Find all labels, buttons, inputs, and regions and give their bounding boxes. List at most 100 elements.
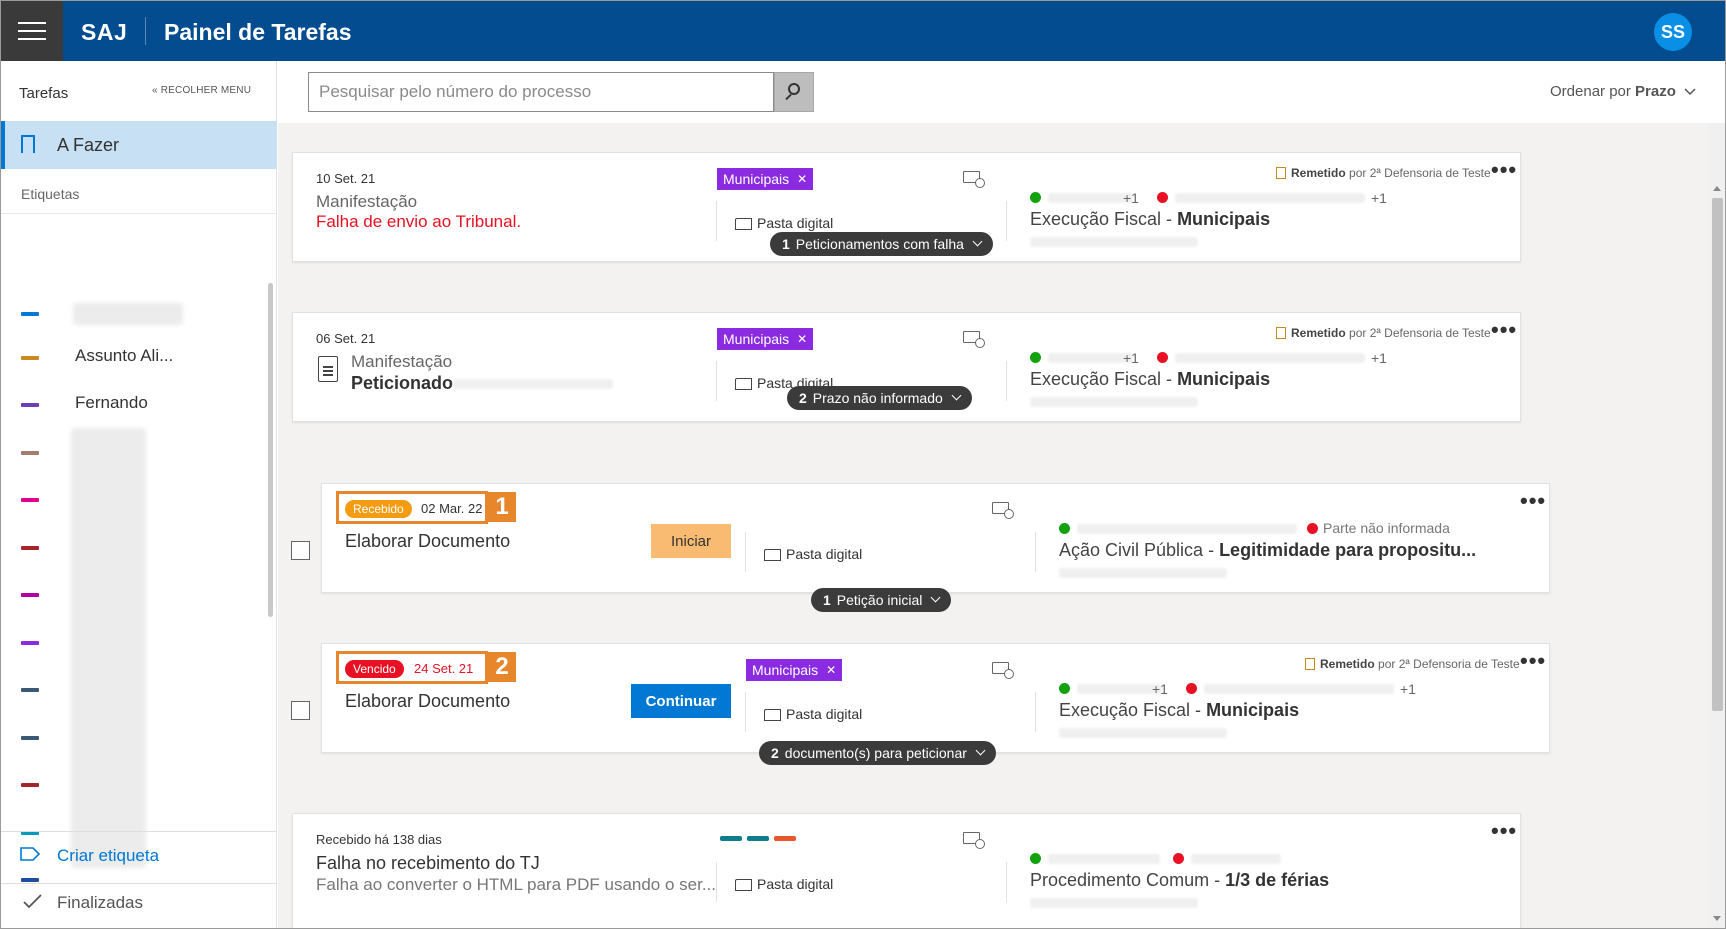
passive-party-icon bbox=[1186, 683, 1197, 694]
more-parties-count[interactable]: +1 bbox=[1371, 190, 1387, 206]
scroll-thumb[interactable] bbox=[1712, 198, 1723, 711]
tag-color-swatch bbox=[21, 356, 39, 360]
divider bbox=[716, 361, 717, 401]
tag-color-swatch bbox=[21, 641, 39, 645]
hamburger-menu-icon[interactable] bbox=[1, 1, 63, 61]
select-task-checkbox[interactable] bbox=[291, 541, 310, 560]
remove-tag-icon[interactable]: ✕ bbox=[826, 663, 837, 677]
finished-label: Finalizadas bbox=[57, 893, 143, 912]
folder-label: Pasta digital bbox=[786, 706, 863, 722]
remove-tag-icon[interactable]: ✕ bbox=[797, 332, 808, 346]
task-card[interactable]: 2 Vencido 24 Set. 21 Elaborar Documento … bbox=[321, 643, 1550, 753]
task-title: Elaborar Documento bbox=[345, 531, 511, 551]
divider bbox=[745, 692, 746, 732]
redacted-process-number bbox=[1059, 568, 1227, 578]
select-task-checkbox[interactable] bbox=[291, 701, 310, 720]
active-party-icon bbox=[1030, 192, 1041, 203]
process-subject: Municipais bbox=[1177, 369, 1271, 389]
start-button[interactable]: Iniciar bbox=[651, 524, 731, 558]
chip-label: Prazo não informado bbox=[812, 390, 943, 406]
sort-value: Prazo bbox=[1635, 83, 1676, 100]
document-forward-icon bbox=[1305, 658, 1315, 670]
tag-pill[interactable]: Municipais ✕ bbox=[746, 659, 843, 681]
divider bbox=[745, 532, 746, 572]
more-options-icon[interactable]: ••• bbox=[1520, 648, 1547, 673]
search-button[interactable] bbox=[774, 72, 814, 112]
more-parties-count[interactable]: +1 bbox=[1400, 681, 1416, 697]
sidebar-item-a-fazer[interactable]: A Fazer bbox=[1, 121, 277, 169]
status-badge: Recebido bbox=[345, 500, 412, 518]
digital-folder-link[interactable]: Pasta digital bbox=[735, 215, 833, 231]
divider bbox=[1006, 201, 1007, 241]
folder-icon bbox=[764, 549, 781, 561]
sidebar-item-label: A Fazer bbox=[57, 135, 120, 155]
more-options-icon[interactable]: ••• bbox=[1491, 818, 1518, 843]
more-parties-count[interactable]: +1 bbox=[1371, 350, 1387, 366]
more-options-icon[interactable]: ••• bbox=[1491, 157, 1518, 182]
more-parties-count[interactable]: +1 bbox=[1123, 350, 1139, 366]
tag-pill[interactable]: Municipais ✕ bbox=[717, 328, 814, 350]
tag-color-swatch bbox=[21, 878, 39, 882]
tag-color-swatch bbox=[21, 688, 39, 692]
redacted-info bbox=[453, 379, 613, 389]
add-tag-icon[interactable] bbox=[963, 832, 985, 849]
tag-pill[interactable]: Municipais ✕ bbox=[717, 168, 814, 190]
divider bbox=[1006, 361, 1007, 401]
step-marker: 1 bbox=[488, 492, 516, 522]
task-card[interactable]: Recebido há 138 dias Falha no recebiment… bbox=[292, 813, 1521, 928]
sender-strong: Remetido bbox=[1320, 657, 1375, 671]
redacted-tag-name bbox=[73, 303, 183, 325]
main-scrollbar[interactable] bbox=[1708, 123, 1725, 928]
tag-color-swatch bbox=[21, 546, 39, 550]
sender-info: Remetido por 2ª Defensoria de Teste bbox=[1305, 656, 1520, 671]
redacted-party bbox=[1048, 854, 1160, 864]
tag-list: Assunto Ali... Fernando bbox=[1, 226, 267, 886]
chevron-down-icon bbox=[951, 390, 962, 400]
more-parties-count[interactable]: +1 bbox=[1123, 190, 1139, 206]
tag-pill-label: Municipais bbox=[752, 662, 819, 678]
status-chip[interactable]: 1 Peticionamentos com falha bbox=[770, 232, 993, 256]
task-card[interactable]: 1 Recebido 02 Mar. 22 Elaborar Documento… bbox=[321, 483, 1550, 593]
task-status: Peticionado bbox=[351, 373, 454, 393]
digital-folder-link[interactable]: Pasta digital bbox=[764, 546, 862, 562]
digital-folder-link[interactable]: Pasta digital bbox=[735, 876, 833, 892]
continue-button[interactable]: Continuar bbox=[631, 684, 731, 718]
check-icon bbox=[23, 894, 42, 909]
sidebar-heading: Tarefas bbox=[19, 85, 69, 102]
highlight-box bbox=[336, 651, 488, 684]
remove-tag-icon[interactable]: ✕ bbox=[797, 172, 808, 186]
add-tag-icon[interactable] bbox=[963, 331, 985, 348]
more-parties-count[interactable]: +1 bbox=[1152, 681, 1168, 697]
status-chip[interactable]: 2 Prazo não informado bbox=[787, 386, 972, 410]
tag-item-label[interactable]: Fernando bbox=[75, 393, 148, 412]
add-tag-icon[interactable] bbox=[992, 662, 1014, 679]
sort-prefix: Ordenar por bbox=[1550, 83, 1636, 100]
divider bbox=[1, 213, 277, 214]
brand-logo[interactable]: SAJ bbox=[81, 19, 128, 45]
collapse-menu-button[interactable]: « RECOLHER MENU bbox=[152, 85, 252, 96]
redacted-process-number bbox=[1030, 898, 1198, 908]
status-chip[interactable]: 1 Petição inicial bbox=[811, 588, 952, 612]
divider bbox=[716, 862, 717, 902]
scroll-up-arrow[interactable] bbox=[1713, 186, 1721, 191]
task-date: 06 Set. 21 bbox=[316, 331, 376, 346]
redacted-party bbox=[1077, 684, 1162, 694]
sidebar-scrollbar[interactable] bbox=[268, 283, 273, 617]
task-title: Falha no recebimento do TJ bbox=[316, 853, 540, 873]
sort-dropdown[interactable]: Ordenar por Prazo bbox=[1550, 83, 1696, 100]
more-options-icon[interactable]: ••• bbox=[1520, 488, 1547, 513]
scroll-down-arrow[interactable] bbox=[1713, 916, 1721, 921]
tag-item-label[interactable]: Assunto Ali... bbox=[75, 346, 174, 365]
user-avatar[interactable]: SS bbox=[1654, 13, 1692, 51]
add-tag-icon[interactable] bbox=[963, 171, 985, 188]
status-chip[interactable]: 2 documento(s) para peticionar bbox=[759, 741, 996, 765]
search-input[interactable] bbox=[309, 73, 773, 111]
tag-pill-label: Municipais bbox=[723, 331, 790, 347]
more-options-icon[interactable]: ••• bbox=[1491, 317, 1518, 342]
divider bbox=[1, 831, 277, 832]
task-title: Elaborar Documento bbox=[345, 691, 511, 711]
digital-folder-link[interactable]: Pasta digital bbox=[764, 706, 862, 722]
add-tag-icon[interactable] bbox=[992, 502, 1014, 519]
tag-color-swatch bbox=[21, 736, 39, 740]
